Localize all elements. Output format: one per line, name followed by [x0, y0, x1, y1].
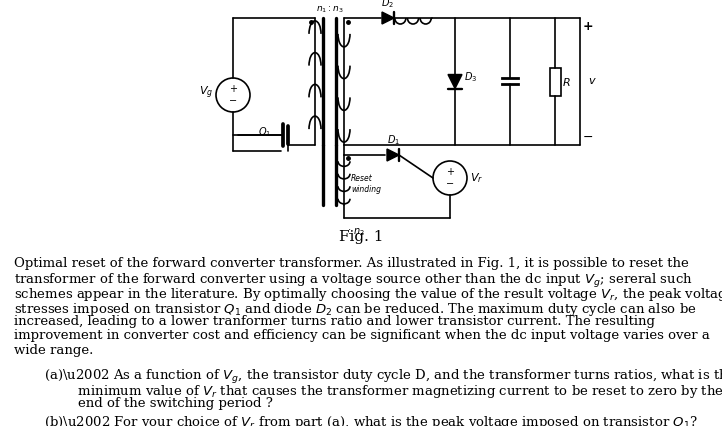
Text: $R$: $R$	[562, 75, 571, 87]
Text: $D_1$: $D_1$	[388, 133, 401, 147]
Text: +: +	[229, 84, 237, 94]
Text: minimum value of $V_r$ that causes the transformer magnetizing current to be res: minimum value of $V_r$ that causes the t…	[44, 383, 722, 400]
Text: $n_1 : n_3$: $n_1 : n_3$	[316, 5, 344, 15]
Text: Optimal reset of the forward converter transformer. As illustrated in Fig. 1, it: Optimal reset of the forward converter t…	[14, 257, 689, 270]
Text: −: −	[229, 96, 237, 106]
Text: $Q_1$: $Q_1$	[258, 125, 271, 139]
Text: +: +	[583, 20, 593, 32]
Polygon shape	[382, 12, 394, 24]
Text: −: −	[446, 179, 454, 189]
Text: $V_g$: $V_g$	[199, 85, 213, 101]
Text: end of the switching period ?: end of the switching period ?	[44, 397, 273, 411]
Text: (b)\u2002 For your choice of $V_r$ from part (a), what is the peak voltage impos: (b)\u2002 For your choice of $V_r$ from …	[44, 414, 697, 426]
Text: −: −	[583, 130, 593, 144]
Bar	[549, 67, 560, 95]
Text: $D_3$: $D_3$	[464, 71, 477, 84]
Text: improvement in converter cost and efficiency can be significant when the dc inpu: improvement in converter cost and effici…	[14, 329, 710, 343]
Text: +: +	[446, 167, 454, 177]
Polygon shape	[387, 149, 399, 161]
Text: $D_2$: $D_2$	[381, 0, 394, 10]
Text: Fig. 1: Fig. 1	[339, 230, 383, 244]
Text: $: n_2$: $: n_2$	[346, 226, 365, 238]
Text: schemes appear in the literature. By optimally choosing the value of the result : schemes appear in the literature. By opt…	[14, 286, 722, 303]
Text: increased, leading to a lower tranformer turns ratio and lower transistor curren: increased, leading to a lower tranformer…	[14, 315, 655, 328]
Text: $V_r$: $V_r$	[470, 171, 483, 185]
Text: wide range.: wide range.	[14, 344, 93, 357]
Polygon shape	[448, 75, 462, 89]
Text: Reset
winding: Reset winding	[351, 174, 381, 194]
Text: stresses imposed on transistor $Q_1$ and diode $D_2$ can be reduced. The maximum: stresses imposed on transistor $Q_1$ and…	[14, 300, 697, 317]
Text: transformer of the forward converter using a voltage source other than the dc in: transformer of the forward converter usi…	[14, 271, 693, 290]
Text: $v$: $v$	[588, 77, 596, 86]
Text: (a)\u2002 As a function of $V_g$, the transistor duty cycle D, and the transform: (a)\u2002 As a function of $V_g$, the tr…	[44, 368, 722, 386]
